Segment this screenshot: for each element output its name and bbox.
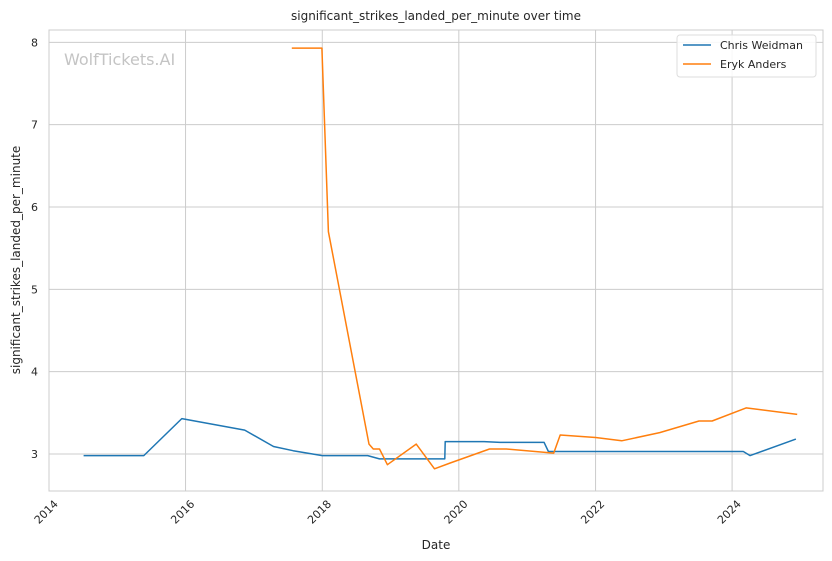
legend: Chris Weidman Eryk Anders — [676, 34, 817, 78]
legend-box — [676, 34, 817, 78]
series-line-eryk-anders — [291, 47, 798, 470]
y-tick-label: 8 — [31, 36, 38, 49]
series-lines — [83, 47, 798, 470]
y-axis-label: significant_strikes_landed_per_minute — [9, 146, 23, 375]
gridlines — [48, 30, 823, 491]
y-tick-label: 7 — [31, 119, 38, 132]
x-axis-label: Date — [422, 538, 451, 552]
legend-label: Eryk Anders — [720, 58, 787, 71]
y-tick-label: 3 — [31, 448, 38, 461]
y-tick-label: 5 — [31, 283, 38, 296]
chart-title: significant_strikes_landed_per_minute ov… — [291, 9, 581, 23]
series-line-chris-weidman — [83, 417, 797, 460]
legend-label: Chris Weidman — [720, 39, 803, 52]
watermark: WolfTickets.AI — [64, 50, 175, 69]
y-axis-ticks: 3 4 5 6 7 8 — [31, 36, 38, 461]
y-tick-label: 4 — [31, 366, 38, 379]
y-tick-label: 6 — [31, 201, 38, 214]
plot-border — [48, 29, 824, 492]
plot-area — [49, 30, 823, 491]
